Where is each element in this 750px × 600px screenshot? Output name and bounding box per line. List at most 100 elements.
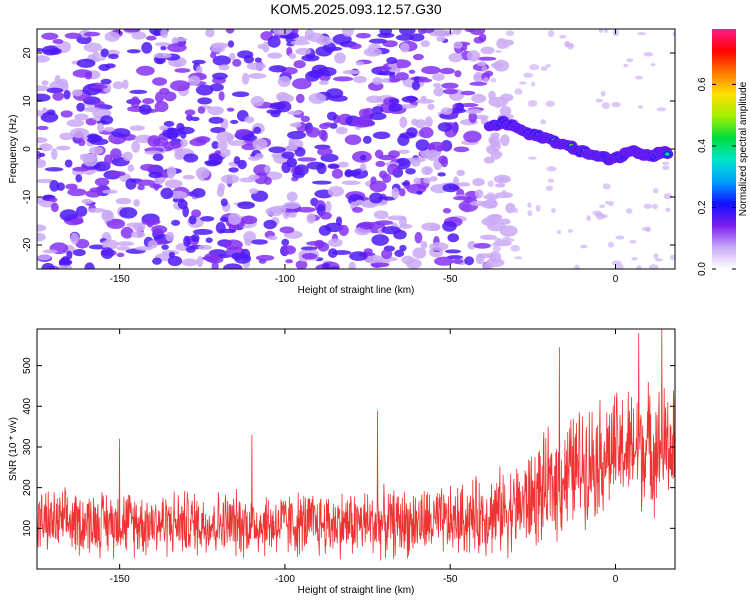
spectrogram-noise-cell (473, 36, 485, 44)
spectrogram-noise-cell (493, 151, 503, 158)
spectrogram-noise-cell (540, 66, 548, 71)
spectrogram-noise-cell (100, 78, 112, 85)
spectrogram-noise-cell (501, 190, 507, 194)
spectrogram-noise-cell (603, 29, 609, 33)
spectrogram-noise-cell (399, 116, 408, 128)
spectrogram-noise-cell (72, 166, 90, 172)
snr-x-label: Height of straight line (km) (298, 585, 415, 596)
spectrogram-noise-cell (490, 78, 497, 83)
spectrogram-noise-cell (220, 174, 240, 184)
spectrogram-noise-cell (463, 130, 482, 143)
colorbar-tick-label: 0.0 (697, 262, 708, 276)
spectrogram-noise-cell (281, 238, 290, 246)
spectrogram-noise-cell (312, 180, 332, 185)
spectrogram-noise-cell (212, 55, 231, 66)
spectrogram-noise-cell (499, 105, 512, 116)
spectrogram-noise-cell (167, 255, 183, 267)
spectrogram-noise-cell (358, 108, 370, 118)
spectrogram-noise-cell (281, 161, 291, 174)
spectrogram-noise-cell (483, 156, 495, 164)
spectrogram-noise-cell (252, 138, 268, 150)
spectrogram-noise-cell (154, 91, 165, 103)
spectrogram-noise-cell (352, 116, 373, 128)
spectrogram-noise-cell (267, 52, 283, 59)
spectrogram-noise-cell (436, 35, 446, 42)
spectrogram-noise-cell (204, 252, 220, 263)
spectrogram-noise-cell (106, 218, 126, 229)
spectrogram-noise-cell (636, 265, 642, 269)
spectrogram-noise-cell (623, 63, 629, 68)
spectrogram-noise-cell (253, 126, 262, 134)
y-tick-label: 20 (22, 47, 33, 59)
spectrogram-noise-cell (83, 31, 101, 37)
spectrogram-noise-cell (55, 145, 71, 151)
spectrogram-noise-cell (237, 50, 254, 59)
spectrogram-noise-cell (325, 88, 344, 99)
spectrogram-noise-cell (160, 29, 169, 39)
spectrogram-noise-cell (672, 31, 675, 37)
spectrogram-noise-cell (131, 31, 147, 40)
spectrogram-noise-cell (172, 37, 188, 42)
spectrogram-noise-cell (228, 167, 239, 173)
spectrogram-noise-cell (74, 113, 89, 121)
spectrogram-noise-cell (333, 76, 353, 82)
spectrogram-noise-cell (295, 260, 308, 269)
spectrogram-noise-cell (438, 155, 448, 164)
spectrogram-noise-cell (490, 140, 501, 152)
spectrogram-noise-cell (288, 137, 295, 146)
spectrogram-noise-cell (286, 191, 298, 202)
spectrogram-noise-cell (37, 178, 55, 184)
spectrogram-noise-cell (147, 135, 161, 147)
spectrogram-noise-cell (531, 81, 536, 87)
spectrogram-noise-cell (378, 170, 388, 179)
spectrogram-noise-cell (153, 178, 165, 185)
spectrogram-noise-cell (263, 219, 277, 230)
spectrogram-noise-cell (226, 107, 235, 112)
spectrogram-noise-cell (205, 29, 215, 38)
spectrogram-noise-cell (294, 164, 309, 176)
spectrogram-noise-cell (473, 242, 492, 249)
spectrogram-noise-cell (197, 106, 206, 114)
snr-y-axis: 100 200 300 400 500 (22, 357, 675, 537)
spectrogram-noise-cell (264, 165, 271, 174)
spectrogram-noise-cell (267, 235, 278, 241)
spectrogram-noise-cell (219, 228, 236, 234)
spectrogram-noise-cell (283, 201, 301, 210)
spectrogram-noise-cell (499, 218, 511, 225)
spectrogram-noise-cell (472, 178, 485, 187)
spectrogram-noise-cell (651, 203, 658, 210)
spectrogram-noise-cell (316, 162, 327, 175)
spectrogram-noise-cell (40, 111, 59, 123)
spectrogram-noise-cell (279, 204, 287, 213)
spectrogram-noise-cell (242, 134, 258, 141)
spectrogram-noise-cell (413, 177, 422, 185)
spectrogram-noise-cell (574, 264, 580, 269)
spectrogram-noise-cell (110, 148, 122, 160)
spectrogram-noise-cell (371, 234, 390, 246)
spectrogram-noise-cell (76, 58, 96, 68)
spectrogram-noise-cell (662, 165, 670, 171)
spectrogram-noise-cell (218, 64, 230, 71)
spectrogram-noise-cell (141, 42, 153, 54)
spectrogram-noise-cell (59, 132, 74, 141)
colorbar: 0.0 0.2 0.4 0.6 Normalized spectral amplitu… (697, 29, 749, 276)
spectrogram-noise-cell (210, 52, 217, 59)
spectrogram-noise-cell (397, 104, 417, 109)
spectrogram-noise-cell (487, 180, 494, 188)
spectrogram-noise-cell (656, 107, 666, 112)
spectrogram-noise-cell (366, 95, 383, 104)
spectrogram-noise-cell (387, 163, 399, 175)
spectrogram-noise-cell (527, 100, 538, 107)
spectrogram-noise-cell (217, 141, 228, 150)
spectrogram-noise-cell (146, 221, 154, 228)
spectrogram-noise-cell (75, 205, 88, 217)
spectrogram-noise-cell (180, 131, 187, 139)
spectrogram-track-cell (664, 152, 670, 156)
spectrogram-noise-cell (180, 138, 188, 148)
spectrogram-noise-cell (41, 32, 59, 40)
spectrogram-noise-cell (295, 47, 312, 55)
spectrogram-noise-cell (442, 88, 459, 95)
spectrogram-noise-cell (370, 262, 390, 268)
spectrogram-noise-cell (282, 245, 296, 255)
spectrogram-noise-cell (243, 231, 257, 243)
